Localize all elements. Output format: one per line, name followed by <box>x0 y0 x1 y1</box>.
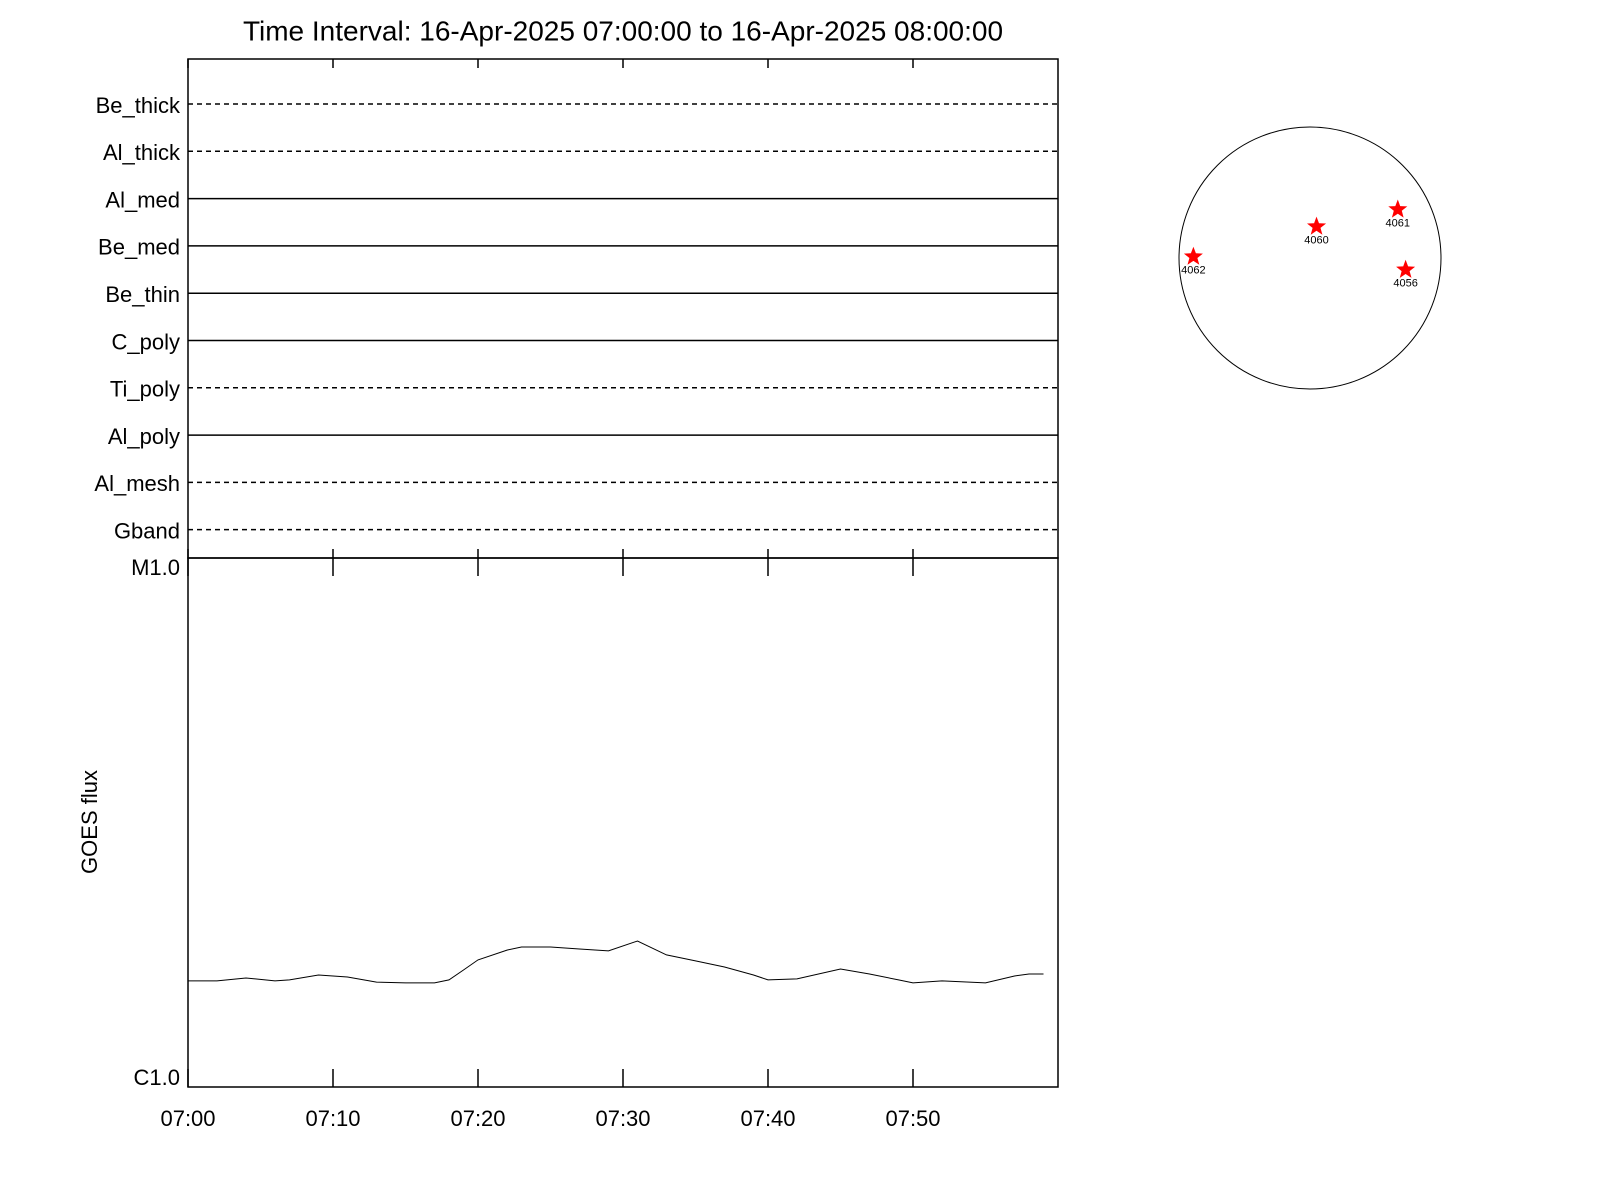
panel-frame <box>187 557 1059 1088</box>
x-tick-label: 07:10 <box>305 1106 360 1131</box>
filter-label: C_poly <box>112 329 180 354</box>
chart-title: Time Interval: 16-Apr-2025 07:00:00 to 1… <box>243 15 1003 46</box>
region-label: 4056 <box>1393 278 1417 290</box>
region-label: 4060 <box>1304 234 1328 246</box>
y-axis-label: GOES flux <box>77 770 102 874</box>
solar-disk <box>1178 126 1442 390</box>
filter-label: Be_med <box>98 235 180 260</box>
filter-label: Al_thick <box>103 140 181 165</box>
x-tick-label: 07:40 <box>740 1106 795 1131</box>
filter-label: Al_med <box>105 187 180 212</box>
panel-frame <box>187 58 1059 559</box>
region-label: 4062 <box>1181 265 1205 277</box>
filter-label: Be_thick <box>96 93 181 118</box>
filter-label: Be_thin <box>105 282 180 307</box>
x-tick-label: 07:00 <box>160 1106 215 1131</box>
region-marker <box>1307 216 1327 235</box>
region-marker <box>1388 199 1408 218</box>
filter-label: Al_poly <box>108 424 180 449</box>
filter-label: Ti_poly <box>110 377 180 402</box>
x-tick-label: 07:20 <box>450 1106 505 1131</box>
y-tick-label: C1.0 <box>134 1065 180 1090</box>
y-tick-label: M1.0 <box>131 555 180 580</box>
x-tick-label: 07:30 <box>595 1106 650 1131</box>
filter-label: Al_mesh <box>94 471 180 496</box>
goes-line <box>188 940 1044 984</box>
x-tick-label: 07:50 <box>885 1106 940 1131</box>
region-label: 4061 <box>1386 217 1410 229</box>
region-marker <box>1396 259 1416 278</box>
filter-label: Gband <box>114 518 180 543</box>
region-marker <box>1183 246 1203 265</box>
